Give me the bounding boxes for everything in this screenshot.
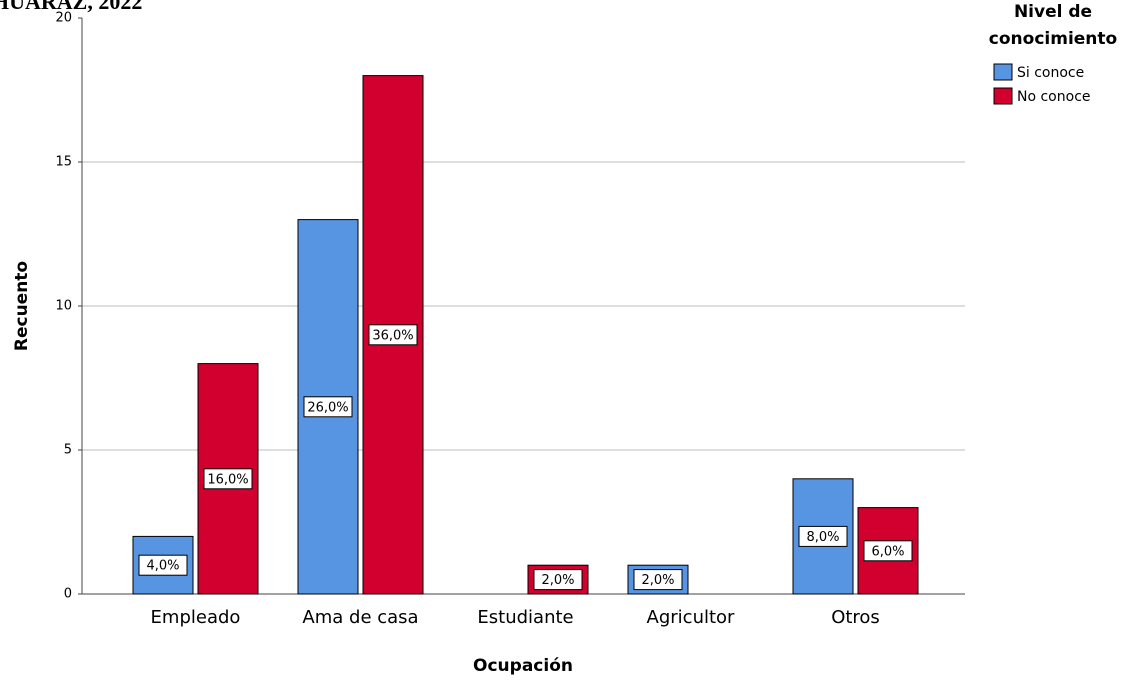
value-label: 2,0%: [641, 573, 674, 588]
y-tick-label: 0: [64, 587, 72, 602]
value-label-box: [368, 324, 418, 346]
y-axis-label: Recuento: [12, 261, 32, 351]
value-label-box: [303, 396, 353, 418]
x-tick-label: Agricultor: [647, 607, 736, 628]
chart-title: HUARAZ, 2022: [0, 0, 142, 14]
x-tick-label: Otros: [831, 607, 880, 628]
y-tick-label: 5: [64, 443, 72, 458]
value-label: 36,0%: [372, 328, 413, 343]
legend-title: conocimiento: [989, 29, 1117, 49]
y-tick-label: 15: [55, 155, 72, 170]
value-label-box: [633, 569, 683, 591]
value-label: 26,0%: [307, 400, 348, 415]
x-tick-label: Ama de casa: [302, 607, 418, 628]
x-tick-label: Empleado: [151, 607, 241, 628]
value-label: 6,0%: [871, 544, 904, 559]
value-label: 8,0%: [806, 530, 839, 545]
legend-swatch: [993, 63, 1013, 81]
value-label-box: [863, 540, 913, 562]
legend-label: Si conoce: [1017, 65, 1084, 81]
x-tick-label: Estudiante: [477, 607, 573, 628]
y-tick-label: 20: [55, 11, 72, 26]
value-label: 4,0%: [146, 559, 179, 574]
value-label-box: [203, 468, 253, 490]
value-label-box: [798, 525, 848, 547]
value-label-box: [533, 569, 583, 591]
legend-label: No conoce: [1017, 89, 1091, 105]
y-tick-label: 10: [55, 299, 72, 314]
x-axis-label: Ocupación: [473, 656, 573, 676]
legend-swatch: [993, 87, 1013, 105]
value-label: 2,0%: [541, 573, 574, 588]
legend-title: Nivel de: [1014, 2, 1092, 22]
value-label: 16,0%: [207, 472, 248, 487]
value-label-box: [138, 554, 188, 576]
